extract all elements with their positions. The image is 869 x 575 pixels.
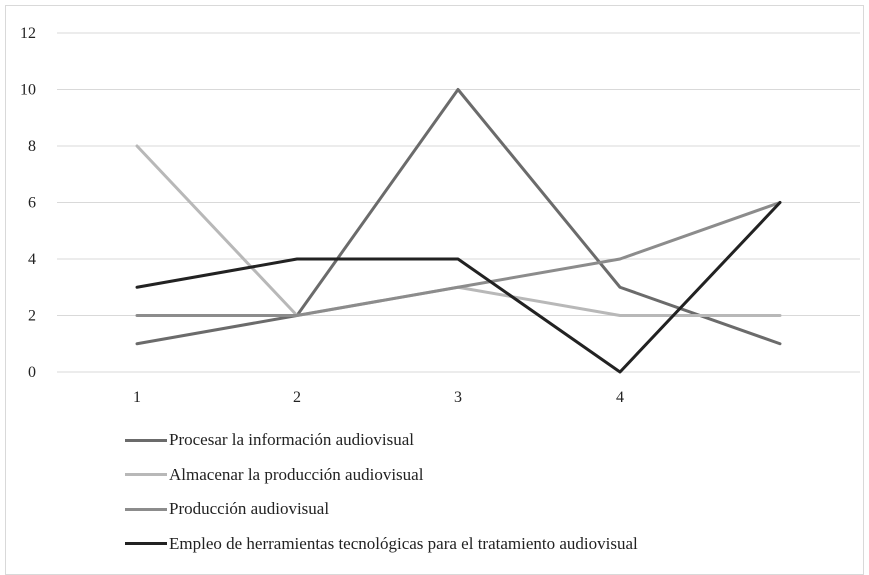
y-tick-label: 4: [28, 251, 36, 268]
legend-swatch: [125, 507, 167, 511]
legend-label: Almacenar la producción audiovisual: [169, 464, 424, 484]
legend: Procesar la información audiovisual Alma…: [125, 423, 638, 561]
x-tick-label: 2: [293, 389, 301, 406]
y-tick-label: 6: [28, 195, 36, 212]
y-tick-label: 12: [20, 25, 36, 42]
legend-label: Empleo de herramientas tecnológicas para…: [169, 533, 638, 553]
legend-item: Procesar la información audiovisual: [125, 423, 638, 458]
legend-swatch: [125, 438, 167, 442]
x-tick-label: 1: [133, 389, 141, 406]
series-line-2: [135, 144, 782, 317]
legend-swatch: [125, 542, 167, 546]
legend-item: Almacenar la producción audiovisual: [125, 458, 638, 493]
legend-item: Empleo de herramientas tecnológicas para…: [125, 527, 638, 562]
legend-label: Procesar la información audiovisual: [169, 430, 415, 450]
series-line-4: [135, 201, 782, 374]
legend-item: Producción audiovisual: [125, 492, 638, 527]
y-tick-label: 0: [28, 364, 36, 381]
legend-label: Producción audiovisual: [169, 499, 330, 519]
y-tick-label: 2: [28, 308, 36, 325]
series-line-1: [135, 88, 782, 346]
x-tick-label: 3: [454, 389, 462, 406]
legend-swatch: [125, 473, 167, 477]
x-tick-label: 4: [616, 389, 624, 406]
y-tick-label: 8: [28, 138, 36, 155]
y-tick-label: 10: [20, 82, 36, 99]
series-line-3: [135, 201, 782, 317]
